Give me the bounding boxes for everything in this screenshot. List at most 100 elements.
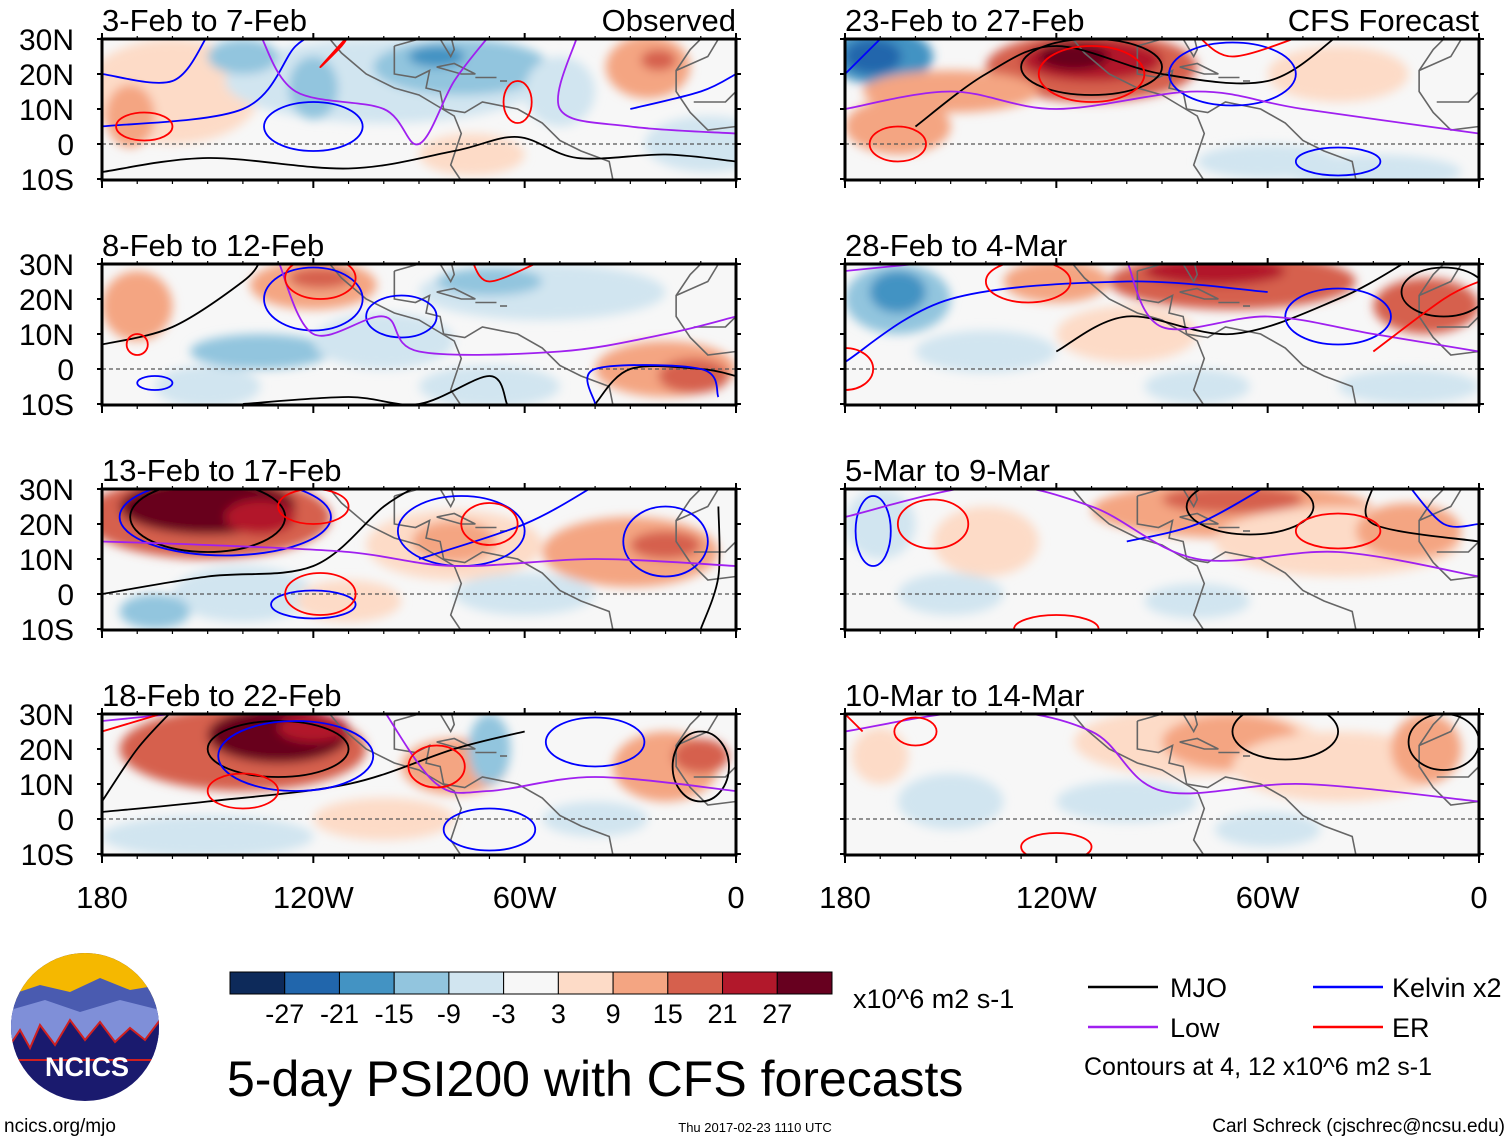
colorbar-label: -15 <box>375 999 414 1029</box>
legend-label-mjo: MJO <box>1170 973 1227 1003</box>
colorbar-label: -9 <box>437 999 461 1029</box>
panel-title: 8-Feb to 12-Feb <box>102 228 324 263</box>
contours-note: Contours at 4, 12 x10^6 m2 s-1 <box>1084 1053 1432 1081</box>
lat-label: 20N <box>19 284 74 317</box>
er-contour <box>460 502 519 546</box>
panel-title: 13-Feb to 17-Feb <box>102 453 342 488</box>
panel-title: 23-Feb to 27-Feb <box>845 3 1085 38</box>
lon-label: 120W <box>1016 880 1098 915</box>
colorbar-label: 15 <box>653 999 683 1029</box>
kelvin-contour <box>136 375 174 391</box>
lon-label: 60W <box>1236 880 1300 915</box>
lon-label: 180 <box>819 880 871 915</box>
colorbar-swatch <box>284 971 340 995</box>
colorbar-swatch <box>557 971 614 995</box>
kelvin-contour <box>263 101 364 152</box>
mjo-contour <box>1407 714 1479 771</box>
er-contour <box>1372 280 1479 353</box>
map-panel: 28-Feb to 4-Mar <box>840 228 1484 413</box>
colorbar-swatch <box>667 971 724 995</box>
footer-timestamp: Thu 2017-02-23 1110 UTC <box>678 1120 831 1135</box>
mjo-contour <box>594 365 736 405</box>
mjo-contour <box>699 506 721 630</box>
mjo-contour <box>102 489 415 595</box>
er-contour <box>893 716 938 747</box>
kelvin-contour <box>1284 287 1392 346</box>
streamfunction-shading <box>102 39 736 176</box>
coastlines <box>1071 39 1479 180</box>
lat-label: 10S <box>21 614 74 647</box>
colorbar-label: 3 <box>551 999 566 1029</box>
colorbar-swatch <box>776 971 833 995</box>
lat-label: 10S <box>21 389 74 422</box>
colorbar: -27 -21 -15 -9 -3 3 9 15 21 27 <box>229 971 833 1029</box>
colorbar-swatch <box>503 971 559 995</box>
lat-label: 30N <box>19 249 74 282</box>
low-contour <box>385 714 736 794</box>
lat-label: 10N <box>19 94 74 127</box>
lon-label: 180 <box>76 880 128 915</box>
colorbar-label: 21 <box>708 999 738 1029</box>
kelvin-contour <box>1294 146 1382 177</box>
lat-label: 30N <box>19 474 74 507</box>
kelvin-contour <box>586 364 720 405</box>
er-contour <box>284 264 357 300</box>
lat-label: 10N <box>19 769 74 802</box>
colorbar-label: 9 <box>606 999 621 1029</box>
low-contour <box>102 540 736 568</box>
kelvin-contour <box>118 489 332 557</box>
colorbar-label: -3 <box>492 999 516 1029</box>
kelvin-contour <box>418 489 591 560</box>
kelvin-contour <box>263 266 364 332</box>
mjo-contour <box>1364 489 1479 543</box>
lon-label: 0 <box>1470 880 1487 915</box>
lat-label: 10N <box>19 319 74 352</box>
panel-title: 18-Feb to 22-Feb <box>102 678 342 713</box>
mjo-contour <box>914 39 1335 128</box>
lon-label: 120W <box>273 880 355 915</box>
lon-label: 60W <box>493 880 557 915</box>
streamfunction-shading <box>845 264 1479 404</box>
mjo-contour <box>102 730 525 813</box>
lat-label: 10N <box>19 544 74 577</box>
kelvin-contour <box>622 505 709 578</box>
er-contour <box>125 333 149 356</box>
low-contour <box>1127 264 1479 353</box>
kelvin-contour <box>630 73 736 110</box>
mjo-contour <box>102 136 736 173</box>
low-contour <box>845 714 1479 803</box>
kelvin-contour <box>1126 489 1264 543</box>
er-contour <box>472 264 537 283</box>
low-contour <box>845 489 1479 578</box>
lat-label: 0 <box>57 804 74 837</box>
kelvin-contour <box>270 589 357 620</box>
colorbar-units: x10^6 m2 s-1 <box>853 984 1014 1014</box>
kelvin-contour <box>544 716 646 768</box>
lat-label: 20N <box>19 509 74 542</box>
kelvin-contour <box>217 720 375 792</box>
lon-label: 0 <box>727 880 744 915</box>
er-contour <box>845 347 875 391</box>
panel-tag: Observed <box>602 3 736 38</box>
legend-label-er: ER <box>1392 1013 1430 1043</box>
legend-label-kelvin: Kelvin x2 <box>1392 973 1502 1003</box>
kelvin-contour <box>442 807 537 852</box>
er-contour <box>502 80 533 124</box>
streamfunction-shading <box>102 489 719 629</box>
figure-title: 5-day PSI200 with CFS forecasts <box>227 1051 963 1107</box>
er-contour <box>1037 45 1146 103</box>
lat-label: 30N <box>19 24 74 57</box>
lat-label: 30N <box>19 699 74 732</box>
ncics-logo: NCICS <box>11 953 159 1101</box>
lat-label: 0 <box>57 579 74 612</box>
panel-title: 10-Mar to 14-Mar <box>845 678 1084 713</box>
mjo-contour <box>102 264 260 346</box>
er-contour <box>1020 832 1093 855</box>
panel-tag: CFS Forecast <box>1288 3 1480 38</box>
er-contour <box>115 111 174 142</box>
colorbar-swatch <box>448 971 505 995</box>
panel-title: 28-Feb to 4-Mar <box>845 228 1067 263</box>
